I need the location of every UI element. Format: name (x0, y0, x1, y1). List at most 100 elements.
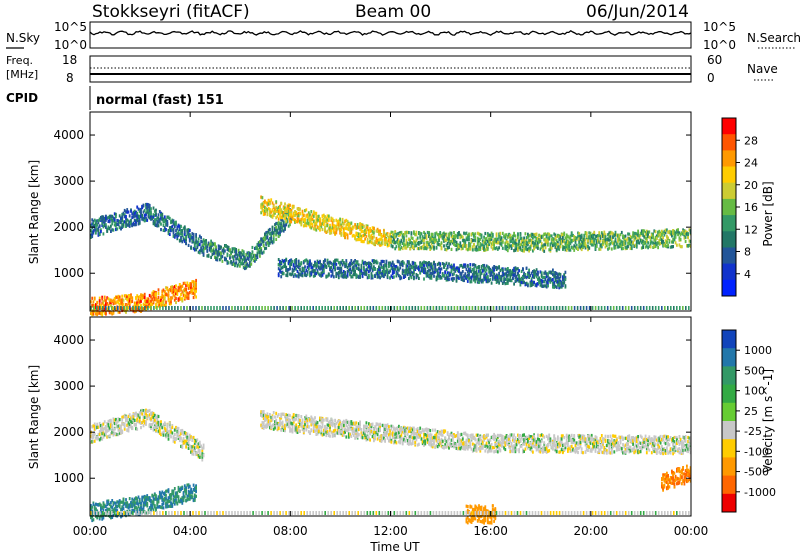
power-cell (420, 262, 423, 267)
power-cell (242, 257, 245, 261)
power-cell (418, 265, 420, 269)
power-cell (605, 243, 608, 247)
power-cell (182, 238, 185, 242)
power-cell (317, 218, 320, 222)
power-cell (287, 216, 290, 220)
power-cell (535, 232, 538, 236)
power-cell (553, 285, 556, 289)
power-cell (146, 202, 149, 207)
power-cell (647, 241, 649, 245)
power-cell (406, 264, 409, 268)
power-cell (299, 268, 301, 272)
power-cell (430, 246, 433, 250)
power-cell (506, 267, 509, 271)
power-cell (315, 272, 318, 276)
power-cell (673, 230, 676, 234)
power-cell (488, 240, 490, 244)
power-cell (440, 234, 443, 238)
power-cell (488, 270, 490, 274)
power-cell (212, 251, 215, 255)
power-cell (688, 239, 691, 243)
power-cell (300, 273, 303, 277)
power-cell (227, 245, 230, 250)
power-cell (673, 237, 676, 241)
power-cell (359, 268, 361, 272)
power-cell (466, 238, 469, 242)
power-cell (430, 237, 433, 241)
power-cell (359, 237, 361, 242)
power-cell (151, 291, 154, 295)
power-cell (201, 248, 204, 252)
velocity-cell (106, 429, 109, 433)
power-cell (488, 266, 490, 270)
power-cell (430, 276, 433, 280)
power-cell (405, 246, 408, 250)
power-cell (121, 306, 124, 310)
power-cell (173, 285, 176, 289)
power-cell (176, 235, 179, 239)
power-cell (406, 260, 409, 264)
power-cell (110, 229, 112, 233)
velocity-cell (93, 424, 96, 428)
power-cell (399, 262, 402, 266)
power-cell (617, 239, 619, 243)
power-cell (404, 243, 407, 247)
power-cell (251, 256, 254, 260)
power-cell (121, 294, 124, 298)
power-cell (639, 238, 642, 242)
power-cell (264, 209, 266, 213)
power-cell (630, 306, 633, 310)
power-cell (112, 228, 115, 232)
power-cell (379, 237, 381, 241)
power-cell (518, 277, 520, 281)
power-cell (276, 228, 279, 232)
power-cell (438, 266, 440, 270)
power-cell (375, 229, 378, 233)
power-cell (113, 218, 116, 222)
power-cell (390, 244, 393, 248)
power-cell (192, 238, 195, 242)
power-cell (552, 278, 554, 282)
power-cell (155, 297, 157, 301)
power-cell (378, 270, 380, 274)
power-cell (563, 274, 566, 278)
power-cell (269, 213, 271, 217)
power-cell (640, 231, 643, 235)
power-cell (226, 247, 229, 251)
power-cell (674, 235, 677, 239)
power-cell (584, 246, 587, 250)
power-cell (450, 239, 453, 243)
power-cell (599, 236, 602, 240)
power-cell (438, 239, 440, 243)
power-cell (172, 286, 175, 290)
power-cell (522, 238, 524, 242)
power-cell (296, 274, 299, 278)
power-cell (388, 270, 390, 275)
power-cell (101, 310, 104, 314)
power-cell (359, 275, 361, 279)
power-cell (552, 281, 554, 285)
power-cell (148, 213, 151, 217)
power-cell (165, 228, 167, 232)
power-cell (360, 239, 363, 243)
power-cell (378, 265, 380, 269)
power-cell (450, 277, 453, 281)
power-cell (493, 265, 495, 269)
power-cell (552, 285, 554, 289)
power-cell (274, 228, 276, 232)
power-cell (560, 284, 563, 288)
power-cell (126, 295, 129, 299)
power-cell (266, 236, 269, 240)
power-cell (147, 203, 150, 207)
power-cell (90, 235, 92, 239)
power-cell (167, 229, 170, 233)
power-cell (291, 267, 294, 271)
power-cell (347, 222, 350, 226)
power-cell (320, 263, 323, 267)
power-cell (510, 244, 513, 248)
power-cell (390, 264, 393, 268)
power-cell (520, 243, 523, 247)
power-cell (618, 245, 621, 249)
power-cell (520, 236, 523, 240)
power-cell (565, 243, 568, 247)
